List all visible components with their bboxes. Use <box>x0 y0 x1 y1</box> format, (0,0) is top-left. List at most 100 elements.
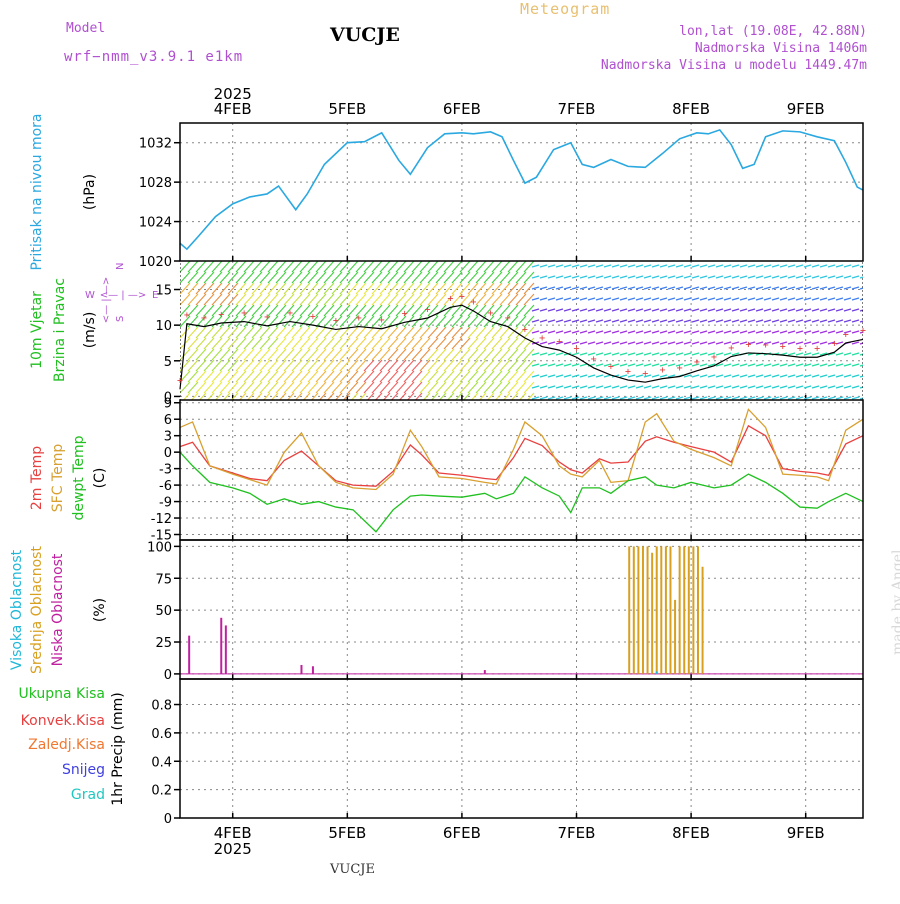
wind-barb <box>523 282 535 295</box>
wind-barb <box>523 381 535 394</box>
wind-barb <box>435 348 447 361</box>
wind-barb <box>419 293 431 306</box>
wind-barb <box>731 363 740 367</box>
wind-barb <box>363 359 375 372</box>
wind-barb <box>699 319 708 323</box>
wind-barb <box>539 363 548 367</box>
wind-barb <box>683 319 692 323</box>
wind-barb <box>347 304 359 317</box>
wind-barb <box>571 374 580 378</box>
wind-barb <box>827 385 836 389</box>
wind-barb <box>227 348 239 361</box>
wind-barb <box>619 308 628 312</box>
wind-barb <box>419 359 431 372</box>
wind-barb <box>571 319 580 323</box>
temp-2m-ylabel: 2m Temp <box>29 446 45 510</box>
wind-barb <box>659 396 668 400</box>
temp-2m-line <box>179 424 864 487</box>
wind-barb <box>579 341 588 345</box>
wind-barb <box>259 337 271 350</box>
wind-barb <box>651 275 660 279</box>
wind-barb <box>795 363 804 367</box>
wind-barb <box>363 337 375 350</box>
wind-barb <box>187 304 199 317</box>
wind-barb <box>379 282 391 295</box>
wind-barb <box>235 326 247 339</box>
wind-barb <box>291 282 303 295</box>
wind-barb <box>643 374 652 378</box>
wind-barb <box>315 381 327 394</box>
wind-barb <box>339 370 351 383</box>
wind-barb <box>379 261 391 273</box>
wind-barb <box>299 315 311 328</box>
wind-barb <box>595 286 604 290</box>
wind-barb <box>283 337 295 350</box>
wind-barb <box>275 261 287 273</box>
wind-barb <box>403 337 415 350</box>
wind-barb <box>243 359 255 372</box>
wind-barb <box>243 293 255 306</box>
wind-barb <box>859 287 863 290</box>
wind-barb <box>603 385 612 389</box>
wind-barb <box>291 261 303 273</box>
wind-barb <box>499 359 511 372</box>
wind-barb <box>531 330 540 334</box>
wind-barb <box>739 385 748 389</box>
wind-barb <box>235 337 247 350</box>
wind-barb <box>531 385 540 389</box>
wind-barb <box>723 396 732 400</box>
wind-barb <box>235 282 247 295</box>
wind-barb <box>675 330 684 334</box>
wind-barb <box>387 359 399 372</box>
wind-barb <box>675 319 684 323</box>
compass-e: E <box>152 290 158 301</box>
wind-barb <box>539 330 548 334</box>
wind-barb <box>411 261 423 273</box>
wind-barb <box>235 348 247 361</box>
wind-barb <box>507 326 519 339</box>
wind-barb <box>539 264 548 268</box>
wind-barb <box>515 304 527 317</box>
wind-barb <box>771 319 780 323</box>
wind-barb <box>299 326 311 339</box>
wind-barb <box>203 381 215 394</box>
wind-barb <box>723 363 732 367</box>
wind-barb <box>331 370 343 383</box>
wind-barb <box>843 385 852 389</box>
wind-barb <box>331 337 343 350</box>
wind-barb <box>499 381 511 394</box>
wind-barb <box>180 381 191 394</box>
wind-barb <box>403 271 415 284</box>
wind-barb <box>347 282 359 295</box>
wind-barb <box>331 348 343 361</box>
wind-barb <box>707 319 716 323</box>
wind-barb <box>499 337 511 350</box>
wind-barb <box>491 359 503 372</box>
wind-barb <box>483 304 495 317</box>
wind-gust-marker: + <box>831 339 837 350</box>
wind-barb <box>395 304 407 317</box>
wind-barb <box>755 396 764 400</box>
wind-barb <box>587 286 596 290</box>
wind-barb <box>331 261 343 273</box>
wind-barb <box>851 341 860 345</box>
wind-gust-marker: + <box>728 343 734 354</box>
wind-barb <box>291 271 303 284</box>
y-tick-label: 0.6 <box>151 727 172 742</box>
wind-barb <box>819 330 828 334</box>
wind-barb <box>355 315 367 328</box>
wind-barb <box>627 341 636 345</box>
wind-barb <box>659 297 668 301</box>
wind-barb <box>723 297 732 301</box>
wind-barb <box>595 374 604 378</box>
wind-barb <box>819 275 828 279</box>
wind-barb <box>507 282 519 295</box>
wind-barb <box>595 385 604 389</box>
wind-barb <box>243 282 255 295</box>
wind-barb <box>467 337 479 350</box>
wind-barb <box>267 326 279 339</box>
wind-gust-marker: + <box>333 316 339 327</box>
elevation-label: Nadmorska Visina 1406m <box>694 41 867 56</box>
wind-gust-marker: + <box>287 308 293 319</box>
wind-barb <box>254 392 263 400</box>
